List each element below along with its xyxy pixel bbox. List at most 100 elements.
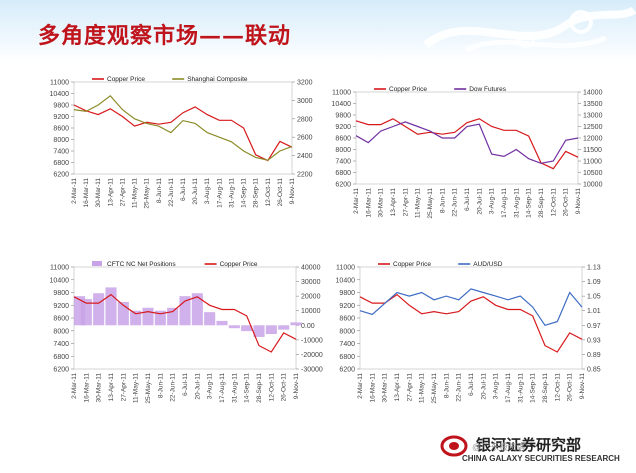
- x-tick-label: 17-Aug-11: [501, 188, 508, 218]
- legend-copper-price-label: Copper Price: [220, 261, 258, 268]
- y-tick-label: 9800: [53, 290, 69, 297]
- y2-tick-label: 1.05: [587, 294, 601, 301]
- y2-tick-label: 13500: [583, 101, 603, 108]
- x-tick-label: 17-Aug-11: [219, 373, 226, 403]
- bar-cftc-net-position: [228, 325, 240, 329]
- x-tick-label: 6-Jul-11: [464, 188, 471, 211]
- y-tick-label: 6800: [335, 170, 351, 177]
- cloud-swirl-decoration: [423, 6, 636, 53]
- legend-dow-futures-label: Dow Futures: [469, 86, 507, 93]
- bar-cftc-net-position: [93, 293, 105, 326]
- bar-cftc-net-position: [167, 307, 179, 326]
- y-tick-label: 7400: [339, 341, 355, 348]
- x-tick-label: 28-Sep-11: [538, 188, 545, 218]
- page-title: 多角度观察市场——联动: [38, 23, 292, 49]
- legend-copper-price-label: Copper Price: [389, 86, 427, 93]
- y-tick-label: 9800: [335, 113, 351, 120]
- x-tick-label: 16-Mar-11: [365, 188, 372, 218]
- x-tick-label: 3-Aug-11: [204, 178, 211, 205]
- x-tick-label: 30-Mar-11: [382, 373, 389, 403]
- bar-cftc-net-position: [179, 296, 191, 326]
- x-tick-label: 20-Jul-11: [476, 188, 483, 215]
- y2-tick-label: 3000: [297, 98, 313, 105]
- y-tick-label: 6800: [339, 354, 355, 361]
- watermark-text: @广东投资客: [472, 442, 527, 452]
- y2-tick-label: 3200: [297, 80, 313, 87]
- y2-tick-label: 2600: [297, 135, 313, 142]
- y-tick-label: 8600: [53, 126, 69, 133]
- y-tick-label: 8000: [53, 137, 69, 144]
- y2-tick-label: 20000: [301, 294, 321, 301]
- x-tick-label: 12-Oct-11: [554, 373, 561, 402]
- x-tick-label: 28-Sep-11: [542, 373, 549, 403]
- y-tick-label: 11000: [332, 90, 351, 97]
- x-tick-label: 31-Aug-11: [513, 188, 520, 218]
- legend-cftc-nc-net-positions-swatch: [92, 261, 102, 266]
- y-tick-label: 11000: [50, 265, 69, 272]
- y2-tick-label: 2200: [297, 172, 313, 179]
- y2-tick-label: 0.93: [587, 337, 601, 344]
- bar-cftc-net-position: [105, 287, 117, 326]
- bar-cftc-net-position: [142, 307, 154, 326]
- galaxy-logo-icon: [440, 435, 468, 457]
- y-tick-label: 6200: [53, 172, 69, 179]
- y-tick-label: 10400: [50, 277, 70, 284]
- x-tick-label: 27-Apr-11: [402, 188, 409, 217]
- bar-cftc-net-position: [204, 312, 216, 326]
- y-tick-label: 7400: [53, 341, 69, 348]
- x-tick-label: 6-Jul-11: [182, 373, 189, 396]
- x-tick-label: 30-Mar-11: [96, 373, 103, 403]
- y-tick-label: 9200: [53, 303, 69, 310]
- y-tick-label: 9200: [53, 114, 69, 121]
- x-tick-label: 11-May-11: [415, 188, 422, 218]
- y-tick-label: 10400: [50, 91, 70, 98]
- line-dow-futures: [355, 121, 579, 164]
- y-tick-label: 11000: [336, 265, 355, 272]
- x-tick-label: 28-Sep-11: [256, 373, 263, 403]
- legend-copper-price-label: Copper Price: [107, 76, 145, 83]
- chart-copper-cftc: 6200 6800 7400 8000 8600 9200 9800 10400 11000 -3…: [40, 255, 330, 425]
- x-tick-label: 11-May-11: [419, 373, 426, 403]
- y-tick-label: 9800: [339, 290, 355, 297]
- x-tick-label: 27-Apr-11: [406, 373, 413, 402]
- legend-cftc-nc-net-positions-label: CFTC NC Net Positions: [107, 261, 176, 268]
- y-tick-label: 7400: [335, 159, 351, 166]
- legend-aud-usd-label: AUD/USD: [473, 261, 503, 268]
- x-tick-label: 13-Apr-11: [107, 178, 114, 207]
- y-tick-label: 6800: [53, 160, 69, 167]
- x-tick-label: 2-Mar-11: [71, 373, 78, 399]
- y2-tick-label: 0.89: [587, 352, 601, 359]
- x-tick-label: 9-Nov-11: [575, 188, 582, 215]
- y2-tick-label: 0.00: [301, 323, 315, 330]
- y2-tick-label: 30000: [301, 279, 321, 286]
- x-tick-label: 16-Mar-11: [369, 373, 376, 403]
- y2-tick-label: 2800: [297, 116, 313, 123]
- y-tick-label: 6200: [339, 367, 355, 374]
- bar-cftc-net-position: [265, 325, 277, 335]
- x-tick-label: 28-Sep-11: [253, 178, 260, 208]
- x-tick-label: 31-Aug-11: [517, 373, 524, 403]
- chart-copper-dow: 6200 6800 7400 8000 8600 9200 9800 10400 11000 10…: [322, 80, 612, 240]
- bar-cftc-net-position: [191, 293, 203, 326]
- chart-copper-shanghai: 6200 6800 7400 8000 8600 9200 9800 10400 11000 22…: [40, 70, 326, 230]
- plot-frame: [73, 81, 293, 175]
- line-aud-usd: [359, 288, 583, 327]
- x-tick-label: 3-Aug-11: [493, 373, 500, 400]
- y2-tick-label: 11000: [583, 159, 602, 166]
- x-tick-label: 26-Oct-11: [567, 373, 574, 402]
- x-tick-label: 3-Aug-11: [207, 373, 214, 400]
- x-tick-label: 6-Jul-11: [468, 373, 475, 396]
- x-tick-label: 22-Jun-11: [170, 373, 177, 402]
- x-tick-label: 14-Sep-11: [244, 373, 251, 403]
- x-tick-label: 16-Mar-11: [83, 178, 90, 208]
- x-tick-label: 27-Apr-11: [119, 178, 126, 207]
- logo-en-text: CHINA GALAXY SECURITIES RESEARCH: [462, 454, 620, 463]
- x-tick-label: 22-Jun-11: [456, 373, 463, 402]
- chart-svg-copper-audusd: 6200 6800 7400 8000 8600 9200 9800 10400 11000 0.…: [336, 261, 601, 404]
- y-tick-label: 9200: [339, 303, 355, 310]
- x-tick-label: 16-Mar-11: [83, 373, 90, 403]
- y-tick-label: 8000: [335, 147, 351, 154]
- x-tick-label: 17-Aug-11: [505, 373, 512, 403]
- bar-cftc-net-position: [117, 301, 129, 326]
- x-tick-label: 31-Aug-11: [228, 178, 235, 208]
